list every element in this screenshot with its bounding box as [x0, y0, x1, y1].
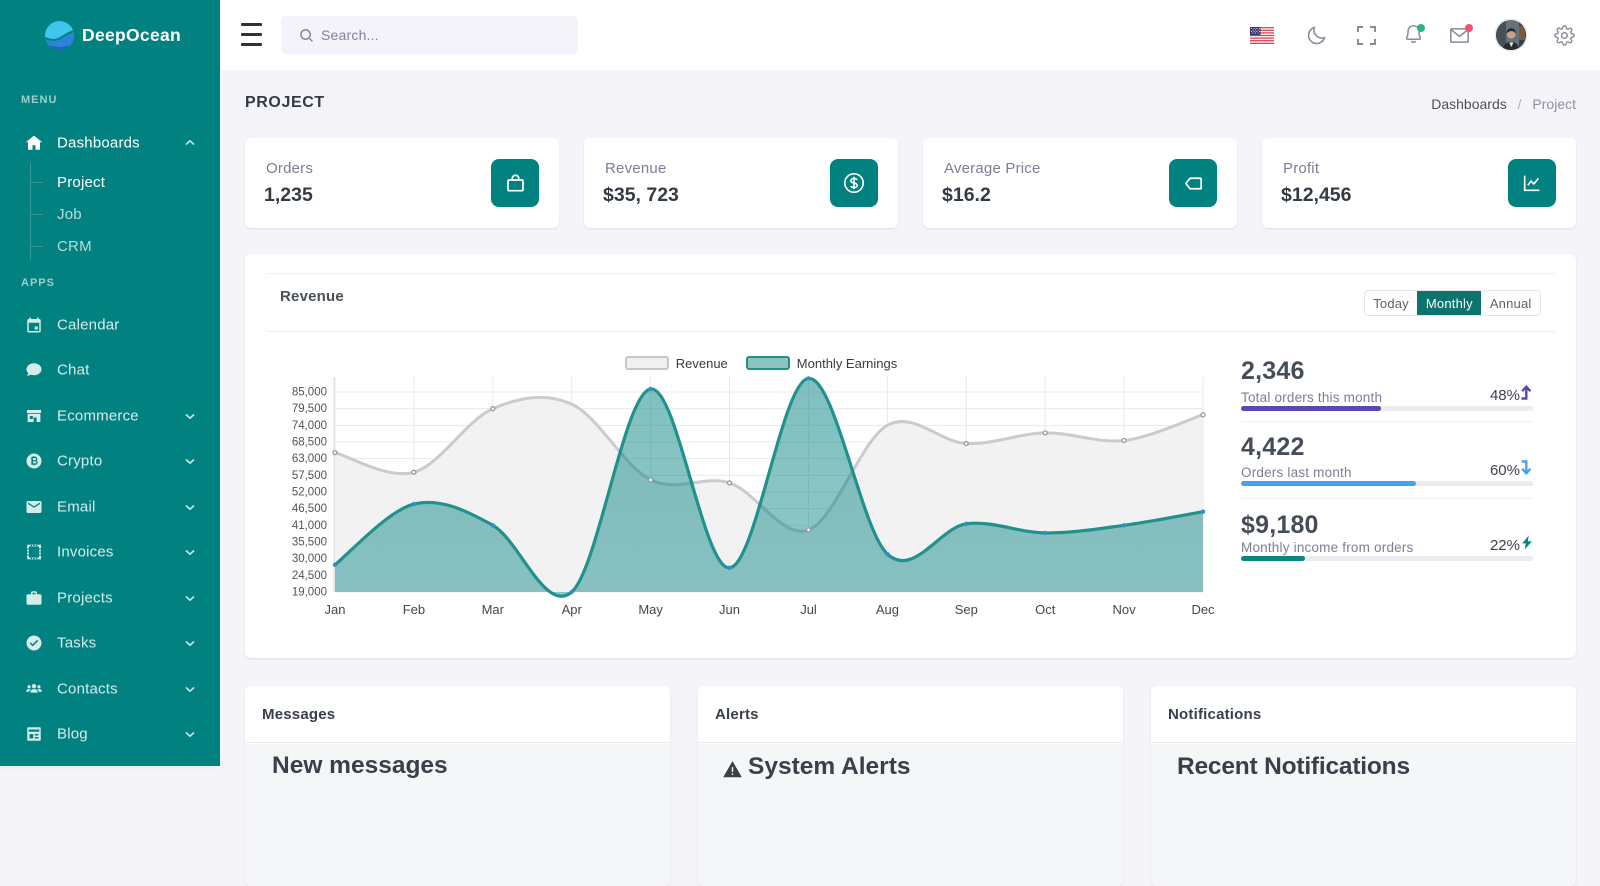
svg-text:Feb: Feb	[403, 602, 425, 617]
svg-text:74,000: 74,000	[292, 420, 327, 432]
svg-text:Apr: Apr	[562, 602, 583, 617]
svg-text:30,000: 30,000	[292, 553, 327, 565]
svg-text:68,500: 68,500	[292, 437, 327, 449]
svg-text:Dec: Dec	[1191, 602, 1215, 617]
svg-text:Sep: Sep	[955, 602, 978, 617]
svg-text:79,500: 79,500	[292, 403, 327, 415]
svg-text:Mar: Mar	[482, 602, 505, 617]
svg-text:35,500: 35,500	[292, 537, 327, 549]
svg-text:Jan: Jan	[325, 602, 346, 617]
svg-text:41,000: 41,000	[292, 520, 327, 532]
svg-text:46,500: 46,500	[292, 503, 327, 515]
svg-text:57,500: 57,500	[292, 470, 327, 482]
svg-text:63,000: 63,000	[292, 453, 327, 465]
svg-text:May: May	[638, 602, 663, 617]
svg-text:Aug: Aug	[876, 602, 899, 617]
svg-text:Nov: Nov	[1113, 602, 1137, 617]
svg-text:85,000: 85,000	[292, 387, 327, 399]
svg-text:Jun: Jun	[719, 602, 740, 617]
svg-text:Oct: Oct	[1035, 602, 1056, 617]
svg-text:Jul: Jul	[800, 602, 817, 617]
svg-text:52,000: 52,000	[292, 487, 327, 499]
svg-text:19,000: 19,000	[292, 587, 327, 599]
svg-text:24,500: 24,500	[292, 570, 327, 582]
